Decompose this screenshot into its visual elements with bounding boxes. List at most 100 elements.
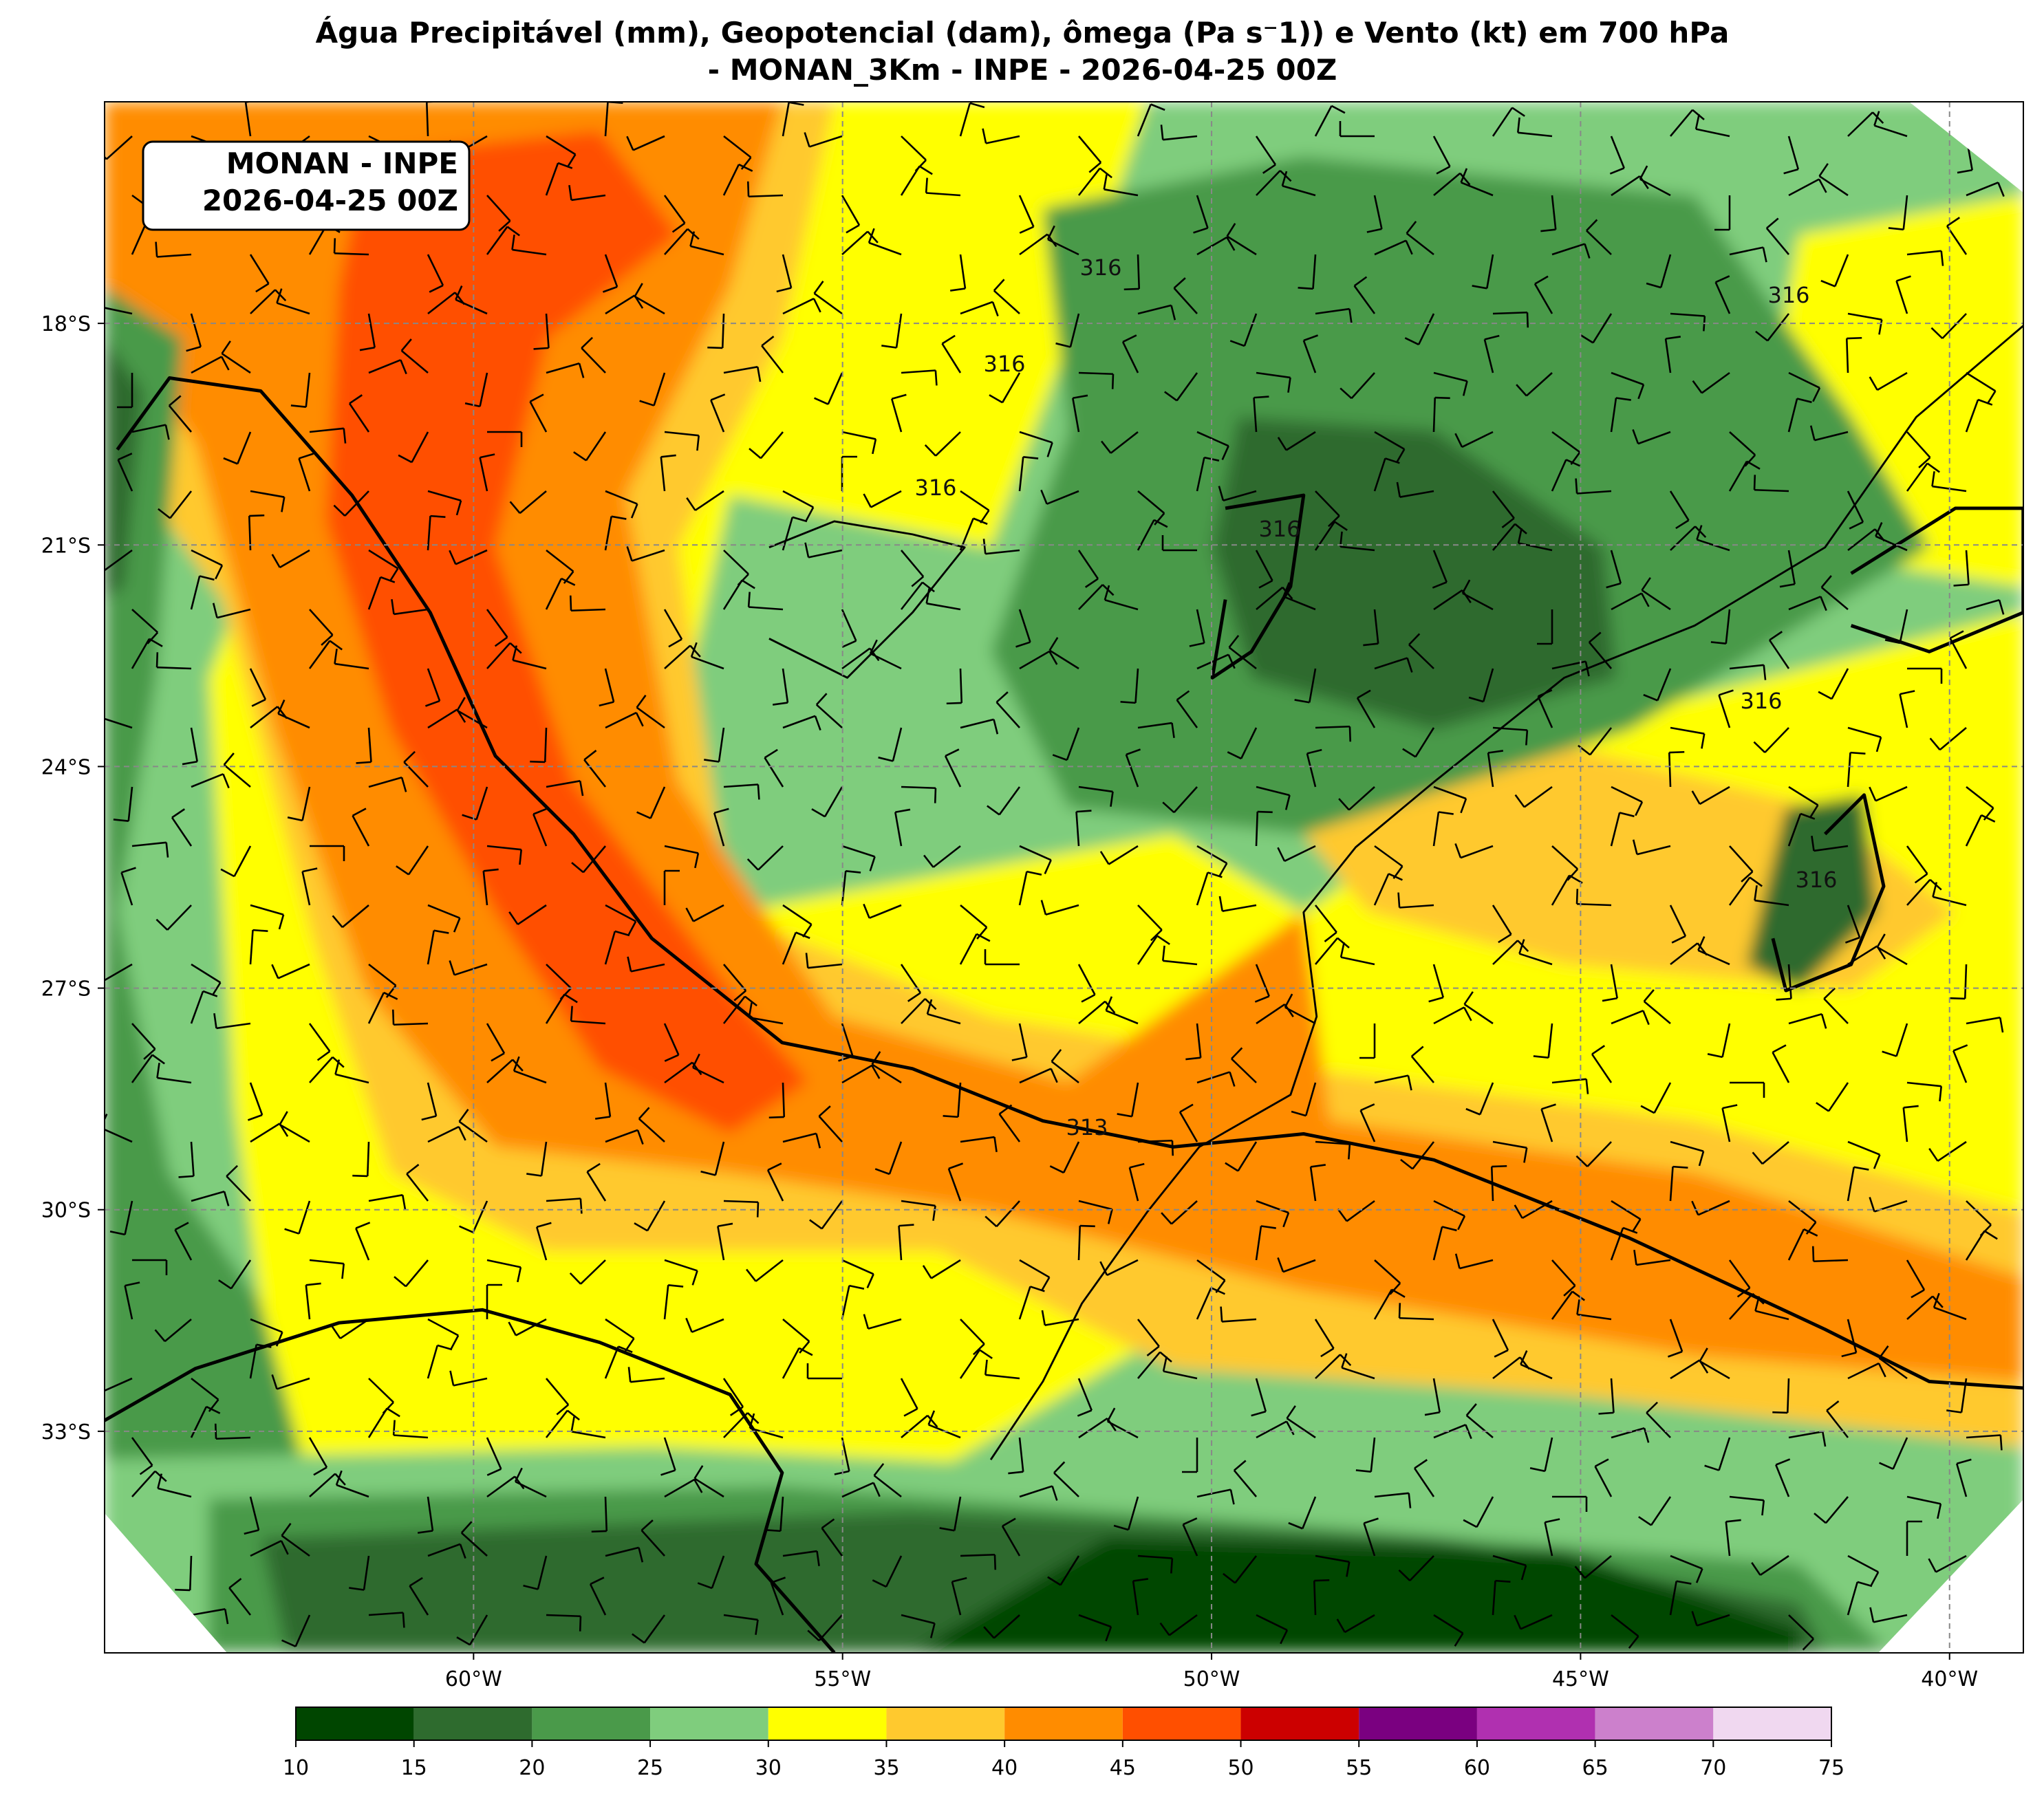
barb-staff: [1315, 307, 1350, 315]
barb-flag: [1928, 1147, 1939, 1162]
barb-flag: [389, 567, 399, 582]
barb-flag: [1432, 581, 1448, 589]
wind-barb: [545, 1409, 580, 1438]
barb-staff: [711, 1555, 725, 1589]
barb-staff: [250, 1539, 282, 1557]
barb-flag: [1122, 334, 1137, 343]
barb-flag: [222, 773, 230, 789]
barb-flag: [1637, 384, 1645, 400]
barb-staff: [1302, 340, 1317, 373]
wind-barb: [1461, 579, 1494, 611]
barb-staff: [486, 1259, 521, 1268]
barb-flag: [1463, 1519, 1478, 1528]
barb-flag: [517, 1267, 522, 1283]
wind-barb: [984, 949, 1020, 966]
barb-staff: [486, 226, 508, 255]
wind-barb: [960, 1319, 985, 1356]
barb-staff: [1586, 1141, 1612, 1167]
barb-flag: [1113, 1524, 1129, 1531]
wind-barb: [639, 372, 666, 407]
barb-flag: [1438, 811, 1454, 815]
barb-staff: [1520, 1614, 1553, 1630]
barb-flag: [696, 435, 700, 451]
wind-barb: [634, 1200, 666, 1232]
barb-staff: [1077, 1378, 1093, 1411]
wind-barb: [1398, 1555, 1434, 1581]
barb-staff: [228, 1587, 252, 1616]
barb-staff: [722, 579, 743, 610]
barb-flag: [1751, 1561, 1761, 1576]
y-tick-label: 30°S: [41, 1199, 91, 1223]
wind-barb: [1359, 1023, 1376, 1059]
barb-flag: [433, 929, 449, 934]
barb-flag: [221, 340, 231, 354]
barb-flag: [1707, 1053, 1723, 1059]
barb-flag: [1402, 748, 1417, 758]
barb-flag: [1696, 525, 1703, 540]
wind-barb: [1374, 657, 1413, 673]
barb-staff: [368, 359, 401, 374]
barb-flag: [1622, 1226, 1638, 1234]
barb-flag: [907, 992, 921, 1002]
barb-flag: [1260, 1225, 1276, 1229]
wind-barb: [1256, 1200, 1290, 1228]
barb-flag: [878, 756, 894, 762]
barb-staff: [1492, 1356, 1521, 1380]
wind-barb: [308, 1437, 328, 1476]
barb-flag: [1310, 1164, 1326, 1168]
barb-flag: [1541, 1103, 1556, 1110]
wind-barb: [626, 546, 665, 562]
barb-flag: [284, 1228, 299, 1235]
wind-barb: [1161, 945, 1198, 966]
barb-flag: [697, 1582, 713, 1590]
wind-barb: [487, 431, 523, 447]
barb-staff: [1637, 845, 1671, 856]
barb-flag: [1873, 1154, 1881, 1169]
barb-flag: [1775, 1458, 1791, 1466]
wind-barb: [427, 929, 449, 965]
barb-flag: [396, 865, 409, 876]
wind-barb: [1433, 172, 1471, 196]
barb-staff: [1072, 398, 1080, 433]
barb-staff: [571, 1431, 606, 1439]
barb-flag: [805, 506, 815, 521]
barb-flag: [1512, 107, 1525, 117]
barb-staff: [1787, 136, 1800, 170]
barb-staff: [1306, 753, 1317, 788]
barb-staff: [1697, 1614, 1730, 1627]
wind-barb: [591, 1496, 608, 1533]
barb-staff: [782, 1082, 786, 1118]
barb-flag: [409, 1577, 423, 1587]
barb-staff: [305, 1285, 311, 1320]
barb-staff: [691, 1318, 724, 1333]
barb-flag: [1540, 228, 1556, 232]
barb-staff: [250, 1318, 283, 1333]
barb-staff: [664, 431, 699, 437]
wind-barb: [1433, 1614, 1464, 1647]
barb-staff: [1588, 641, 1612, 669]
wind-barb: [1714, 275, 1731, 314]
barb-flag: [1812, 387, 1821, 402]
barb-staff: [469, 1614, 488, 1645]
wind-barb: [1847, 1362, 1886, 1380]
wind-barb: [1965, 814, 1996, 847]
barb-staff: [1137, 304, 1172, 315]
wind-barb: [368, 1194, 407, 1211]
barb-staff: [1964, 964, 1968, 999]
barb-flag: [776, 287, 792, 293]
barb-flag: [206, 1405, 221, 1414]
barb-staff: [1137, 490, 1165, 514]
barb-flag: [1937, 1504, 1942, 1519]
barb-staff: [1019, 1485, 1053, 1498]
wind-barb: [298, 453, 314, 492]
wind-barb: [1040, 489, 1079, 505]
barb-staff: [723, 964, 747, 992]
barb-staff: [1814, 431, 1849, 442]
barb-staff: [1787, 813, 1802, 847]
barb-staff: [368, 549, 399, 570]
wind-barb: [1670, 526, 1707, 551]
barb-staff: [1479, 1082, 1494, 1115]
barb-flag: [583, 750, 597, 761]
barb-staff: [959, 1349, 981, 1379]
wind-barb: [1514, 786, 1553, 808]
